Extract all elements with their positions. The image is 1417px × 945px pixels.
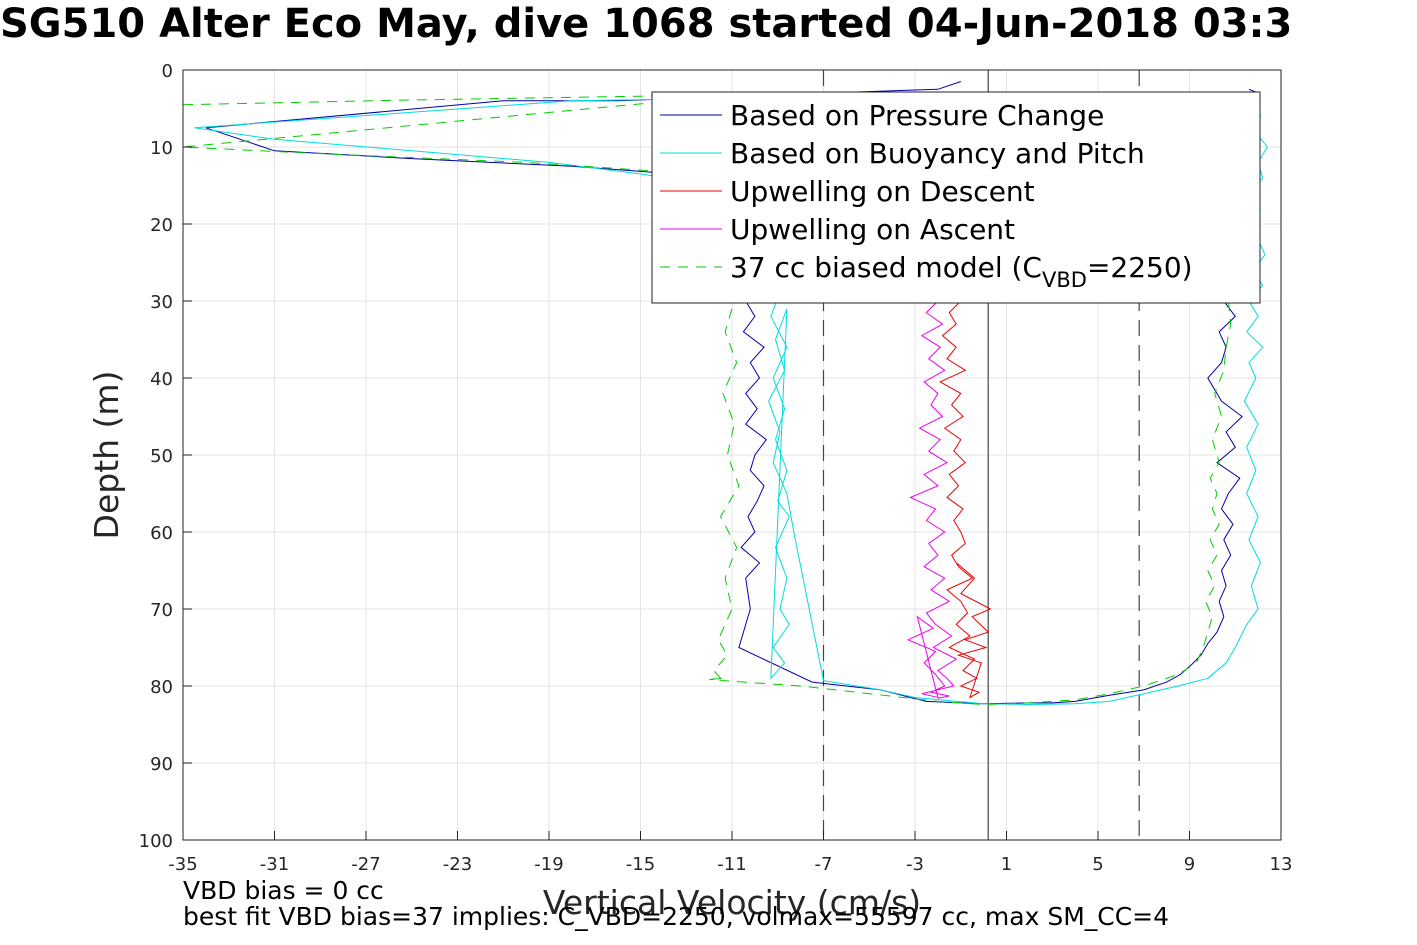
y-tick-label: 70 bbox=[150, 600, 173, 621]
y-tick-label: 100 bbox=[139, 831, 173, 852]
y-tick-label: 30 bbox=[150, 292, 173, 313]
y-tick-label: 40 bbox=[150, 369, 173, 390]
x-tick-label: -19 bbox=[534, 854, 563, 875]
legend-label-main: 37 cc biased model (C bbox=[730, 251, 1042, 284]
x-tick-label: 13 bbox=[1270, 854, 1293, 875]
legend-label: Based on Buoyancy and Pitch bbox=[730, 137, 1145, 170]
y-axis-label: Depth (m) bbox=[87, 371, 126, 540]
legend-label: Upwelling on Descent bbox=[730, 175, 1035, 208]
series-line-2 bbox=[939, 300, 992, 699]
y-tick-label: 0 bbox=[162, 61, 173, 82]
legend: Based on Pressure Change Based on Buoyanc… bbox=[651, 91, 1261, 304]
axis-ticks: -35 -31 -27 -23 -19 -15 -11 -7 -3 1 5 9 130102030405… bbox=[139, 61, 1293, 875]
y-tick-label: 50 bbox=[150, 446, 173, 467]
footer-vbd-bias: VBD bias = 0 cc bbox=[183, 876, 384, 905]
legend-label: Upwelling on Ascent bbox=[730, 213, 1015, 246]
legend-label-tail: =2250) bbox=[1087, 251, 1193, 284]
x-tick-label: -23 bbox=[443, 854, 472, 875]
x-tick-label: 9 bbox=[1184, 854, 1195, 875]
legend-label: 37 cc biased model (CVBD=2250) bbox=[730, 251, 1193, 292]
figure-title: SG510 Alter Eco May, dive 1068 started 0… bbox=[0, 2, 1293, 46]
x-tick-label: -3 bbox=[906, 854, 924, 875]
x-tick-label: -27 bbox=[351, 854, 380, 875]
x-tick-label: -15 bbox=[626, 854, 655, 875]
y-tick-label: 20 bbox=[150, 215, 173, 236]
series-line-3 bbox=[906, 300, 958, 699]
legend-label-subscript: VBD bbox=[1042, 268, 1087, 292]
x-axis-label: Vertical Velocity (cm/s) bbox=[543, 883, 921, 922]
x-tick-label: 5 bbox=[1092, 854, 1103, 875]
footer-best-fit: best fit VBD bias=37 implies: C_VBD=2250… bbox=[183, 902, 1170, 931]
y-tick-label: 60 bbox=[150, 523, 173, 544]
y-tick-label: 90 bbox=[150, 754, 173, 775]
y-tick-label: 80 bbox=[150, 677, 173, 698]
y-tick-label: 10 bbox=[150, 138, 173, 159]
legend-label: Based on Pressure Change bbox=[730, 99, 1104, 132]
x-tick-label: -11 bbox=[717, 854, 746, 875]
legend-box bbox=[651, 91, 1261, 304]
x-tick-label: -31 bbox=[260, 854, 289, 875]
x-tick-label: 1 bbox=[1001, 854, 1012, 875]
x-tick-label: -7 bbox=[815, 854, 833, 875]
x-tick-label: -35 bbox=[168, 854, 197, 875]
